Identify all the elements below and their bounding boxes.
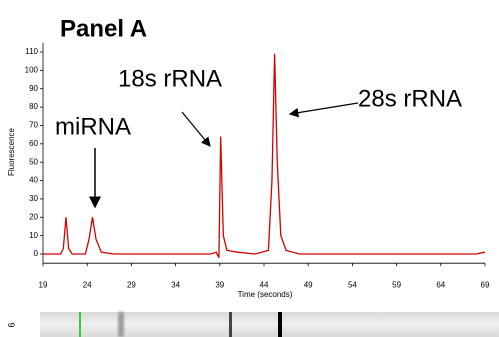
x-tick-label: 44 — [260, 280, 269, 289]
x-tick-label: 34 — [171, 280, 180, 289]
chart-title: Panel A — [60, 15, 147, 42]
y-tick-label: 30 — [29, 194, 38, 203]
y-tick-label: 80 — [29, 102, 38, 111]
x-tick-label: 24 — [83, 280, 92, 289]
y-tick-label: 90 — [29, 84, 38, 93]
y-tick-label: 70 — [29, 121, 38, 130]
y-axis-label: Fluorescence — [7, 127, 16, 176]
x-tick-label: 69 — [481, 280, 490, 289]
chart: Panel A Time (seconds) Fluorescence 6 0 1… — [0, 0, 499, 337]
x-tick-label: 29 — [127, 280, 136, 289]
y-tick-label: 10 — [29, 231, 38, 240]
arrow — [182, 112, 210, 146]
gel-strip — [40, 312, 499, 337]
x-tick-label: 19 — [39, 280, 48, 289]
y-tick-label: 0 — [34, 249, 39, 258]
arrow — [290, 103, 358, 114]
annotation: 18s rRNA — [118, 65, 222, 92]
annotation: miRNA — [55, 113, 131, 140]
x-tick-label: 49 — [304, 280, 313, 289]
annotation: 28s rRNA — [358, 85, 462, 112]
y-tick-label: 110 — [25, 47, 38, 56]
y-tick-label: 40 — [29, 176, 38, 185]
lane-label: 6 — [6, 322, 16, 327]
x-axis-label: Time (seconds) — [238, 290, 293, 299]
x-tick-label: 64 — [436, 280, 445, 289]
y-tick-label: 100 — [25, 65, 39, 74]
x-tick-label: 59 — [392, 280, 401, 289]
x-tick-label: 39 — [215, 280, 224, 289]
y-tick-label: 20 — [29, 212, 38, 221]
x-tick-label: 54 — [348, 280, 357, 289]
y-tick-label: 50 — [29, 157, 38, 166]
y-tick-label: 60 — [29, 139, 38, 148]
